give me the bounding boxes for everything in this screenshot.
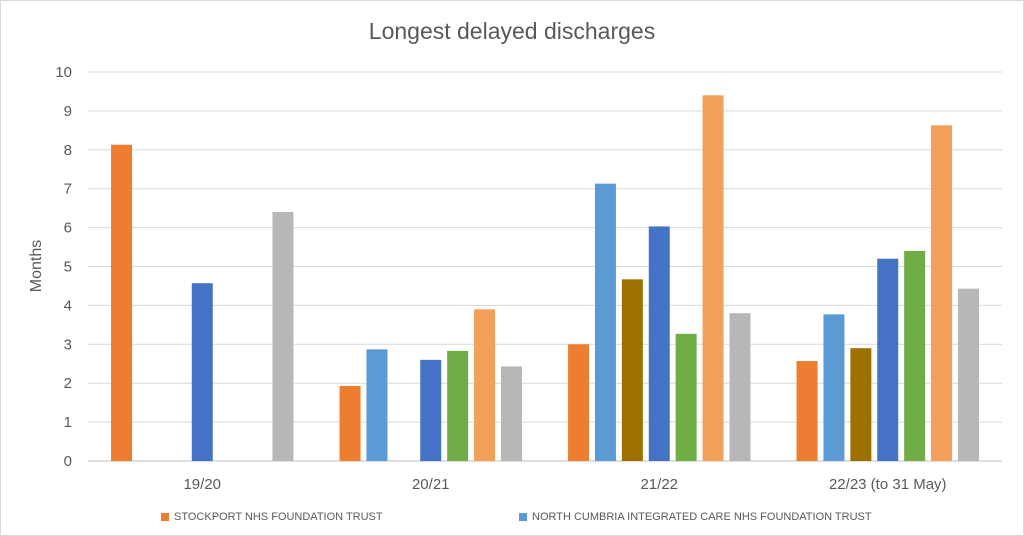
y-tick-label: 7	[64, 181, 72, 198]
bar	[796, 361, 818, 461]
bar	[931, 125, 953, 461]
bar	[877, 258, 899, 461]
bar	[729, 313, 751, 461]
bar	[823, 314, 845, 461]
x-tick-label: 22/23 (to 31 May)	[829, 476, 947, 493]
bar	[675, 333, 697, 461]
bar	[957, 288, 979, 461]
legend-item: NORTH CUMBRIA INTEGRATED CARE NHS FOUNDA…	[519, 511, 872, 523]
bar	[420, 359, 442, 461]
bar	[621, 279, 643, 461]
y-tick-label: 4	[64, 297, 72, 314]
bar	[702, 95, 724, 461]
legend-label: STOCKPORT NHS FOUNDATION TRUST	[174, 511, 383, 523]
y-tick-label: 0	[64, 453, 72, 470]
y-tick-label: 8	[64, 142, 72, 159]
bar	[500, 366, 522, 461]
bar	[568, 344, 590, 461]
x-tick-label: 21/22	[640, 476, 678, 493]
legend-label: NORTH CUMBRIA INTEGRATED CARE NHS FOUNDA…	[532, 511, 872, 523]
bar	[272, 212, 294, 461]
legend-item: STOCKPORT NHS FOUNDATION TRUST	[161, 511, 383, 523]
chart-title: Longest delayed discharges	[368, 18, 656, 44]
y-tick-label: 3	[64, 336, 72, 353]
bar	[191, 283, 213, 461]
bar	[447, 350, 469, 461]
y-tick-label: 6	[64, 220, 72, 237]
legend: STOCKPORT NHS FOUNDATION TRUST NORTH CUMB…	[0, 511, 1024, 529]
bar	[111, 144, 133, 462]
bar	[594, 183, 616, 461]
legend-swatch	[161, 513, 169, 521]
y-tick-label: 2	[64, 375, 72, 392]
y-tick-label: 5	[64, 259, 72, 276]
bar	[904, 250, 926, 461]
x-tick-label: 20/21	[412, 476, 450, 493]
y-tick-label: 1	[64, 414, 72, 431]
y-tick-label: 9	[64, 103, 72, 120]
bar	[366, 349, 388, 461]
x-tick-label: 19/20	[183, 476, 221, 493]
legend-swatch	[519, 513, 527, 521]
bar	[648, 226, 670, 461]
y-tick-label: 10	[55, 64, 72, 81]
bar	[850, 348, 872, 461]
bar	[339, 385, 361, 461]
bar	[474, 309, 496, 461]
